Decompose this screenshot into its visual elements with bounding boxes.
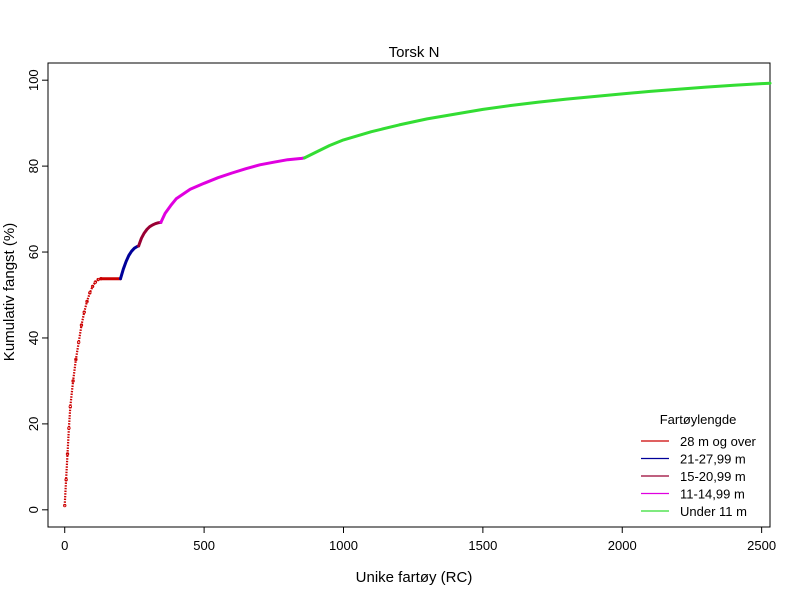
x-tick-label: 2500 xyxy=(747,538,776,553)
legend-label: 21-27,99 m xyxy=(680,452,746,467)
data-point xyxy=(68,405,73,409)
data-point xyxy=(90,284,95,289)
y-tick-label: 80 xyxy=(26,159,41,173)
series-line-11-14-99-m xyxy=(159,156,306,224)
data-point xyxy=(65,452,70,456)
data-point xyxy=(85,299,89,304)
series-line-15-20-99-m xyxy=(137,220,163,248)
legend-label: 28 m og over xyxy=(680,434,757,449)
x-tick-label: 1500 xyxy=(468,538,497,553)
x-tick-label: 0 xyxy=(61,538,68,553)
data-point xyxy=(93,280,98,284)
series-line-28-m-og-over xyxy=(63,277,102,506)
y-axis-title: Kumulativ fangst (%) xyxy=(1,223,18,361)
y-tick-label: 40 xyxy=(26,331,41,345)
series-line-under-11-m xyxy=(303,81,772,160)
legend-label: 15-20,99 m xyxy=(680,469,746,484)
data-point xyxy=(64,478,68,482)
x-axis-title: Unike fartøy (RC) xyxy=(356,569,473,586)
x-tick-label: 2000 xyxy=(608,538,637,553)
data-point xyxy=(63,503,67,508)
data-point xyxy=(76,340,81,344)
data-point xyxy=(96,277,100,282)
legend-title: Fartøylengde xyxy=(660,412,737,427)
data-point xyxy=(71,379,75,383)
x-tick-label: 1000 xyxy=(329,538,358,553)
y-tick-label: 60 xyxy=(26,245,41,259)
legend-label: Under 11 m xyxy=(680,504,747,519)
series-line-21-27-99-m xyxy=(119,244,141,281)
y-tick-label: 20 xyxy=(26,417,41,431)
chart-title: Torsk N xyxy=(389,44,440,61)
data-point xyxy=(79,323,84,327)
plot-frame xyxy=(47,62,771,528)
x-tick-label: 500 xyxy=(193,538,215,553)
data-point xyxy=(67,426,71,430)
y-tick-label: 100 xyxy=(26,69,41,91)
y-tick-label: 0 xyxy=(26,506,41,513)
data-point xyxy=(74,357,78,362)
plot-area: 0 500 1000 1500 2000 2500 0 20 40 60 80 100 xyxy=(26,62,776,553)
legend-label: 11-14,99 m xyxy=(680,487,745,502)
data-point xyxy=(82,310,86,314)
legend: Fartøylengde 28 m og over 21-27,99 m 15-20… xyxy=(641,412,757,519)
data-point xyxy=(88,291,92,295)
